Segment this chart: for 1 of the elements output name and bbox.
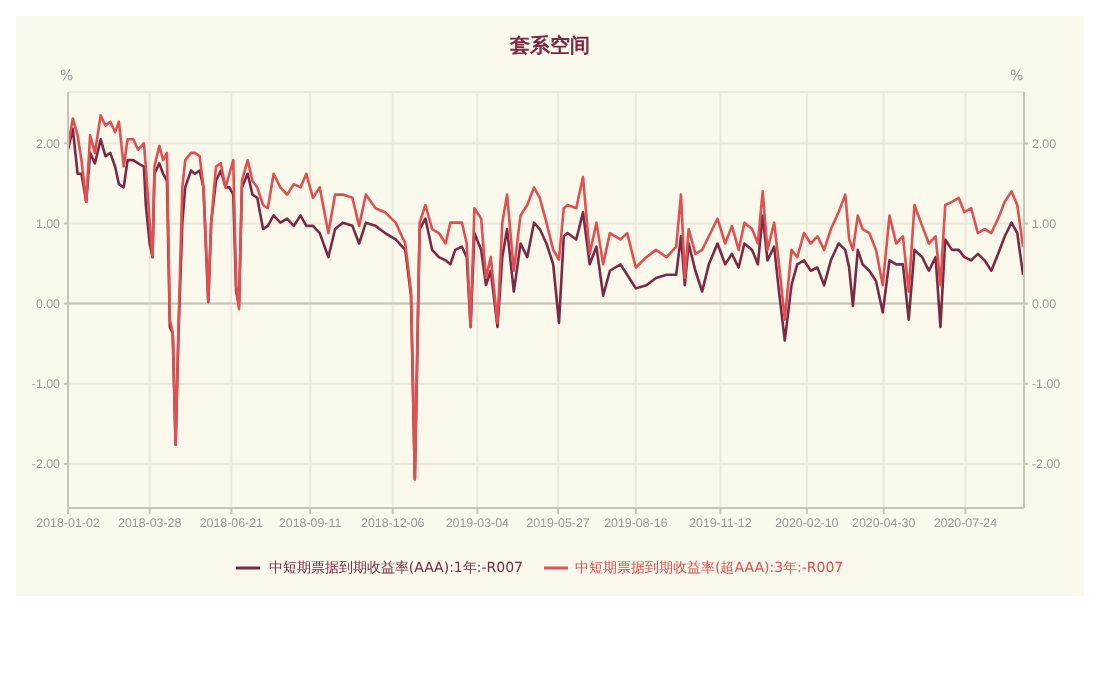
chart-title: 套系空间 — [508, 33, 592, 60]
